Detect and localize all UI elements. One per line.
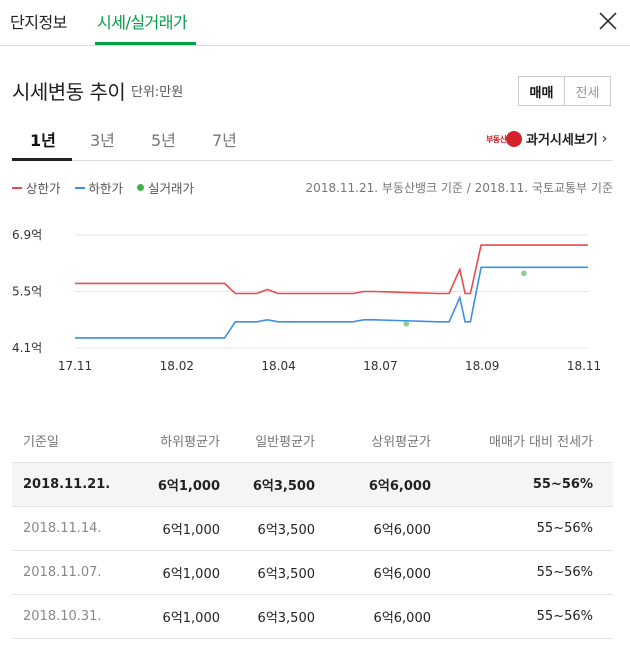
period-tab-7y[interactable]: 7년	[212, 131, 237, 150]
y-tick-label: 6.9억	[12, 228, 42, 242]
past-price-label: 과거시세보기	[526, 133, 598, 148]
section-title: 시세변동 추이	[12, 80, 126, 104]
divider	[12, 160, 613, 161]
unit-label: 단위:만원	[131, 85, 184, 100]
legend-actual: 실거래가	[137, 178, 194, 197]
period-tab-3y[interactable]: 3년	[90, 131, 115, 150]
cell-date: 2018.11.14.	[23, 521, 102, 536]
x-tick-label: 18.09	[465, 359, 499, 373]
tab-complex-info[interactable]: 단지정보	[10, 13, 67, 32]
price-table: 기준일 하위평균가 일반평균가 상위평균가 매매가 대비 전세가 2018.11…	[12, 418, 613, 639]
table-row: 2018.11.21. 6억1,000 6억3,500 6억6,000 55~5…	[12, 463, 613, 507]
cell-jeonse-ratio: 55~56%	[536, 521, 593, 536]
legend-upper: 상한가	[12, 178, 61, 197]
close-button[interactable]	[597, 10, 619, 32]
toggle-jeonse[interactable]: 전세	[575, 85, 600, 101]
active-tab-indicator	[95, 42, 196, 45]
chevron-right-icon: ›	[601, 130, 608, 147]
trade-type-toggle: 매매 전세	[518, 76, 611, 106]
top-tab-bar: 단지정보 시세/실거래가	[0, 0, 630, 46]
past-price-link[interactable]: 부동산뱅크 과거시세보기 ›	[486, 129, 607, 148]
tab-price-trade[interactable]: 시세/실거래가	[97, 13, 188, 32]
cell-high-avg: 6억6,000	[368, 479, 431, 494]
cell-date: 2018.11.07.	[23, 565, 102, 580]
cell-jeonse-ratio: 55~56%	[536, 609, 593, 624]
legend-lower: 하한가	[74, 178, 123, 197]
cell-low-avg: 6억1,000	[162, 523, 220, 538]
cell-date: 2018.10.31.	[23, 609, 102, 624]
chart-legend: 상한가 하한가 실거래가	[12, 178, 208, 197]
toggle-sale[interactable]: 매매	[519, 77, 565, 105]
close-icon	[599, 12, 617, 30]
header-jeonse-ratio: 매매가 대비 전세가	[489, 434, 593, 450]
cell-high-avg: 6억6,000	[373, 567, 431, 582]
cell-mid-avg: 6억3,500	[257, 611, 315, 626]
y-tick-label: 5.5억	[12, 285, 42, 299]
x-tick-label: 18.11	[567, 359, 601, 373]
header-low-avg: 하위평균가	[160, 434, 220, 450]
price-chart-svg: 6.9억 5.5억 4.1억 17.11 18.02 18.04 18.07 18.09 18.…	[12, 228, 601, 373]
budongsan-bank-logo: 부동산뱅크	[486, 130, 522, 147]
source-note: 2018.11.21. 부동산뱅크 기준 / 2018.11. 국토교통부 기준	[305, 181, 613, 195]
upper-price-line	[75, 244, 588, 295]
lower-price-line	[75, 266, 588, 339]
cell-high-avg: 6억6,000	[373, 523, 431, 538]
cell-low-avg: 6억1,000	[157, 479, 220, 494]
y-tick-label: 4.1억	[12, 341, 42, 355]
actual-trade-point	[403, 320, 410, 327]
cell-high-avg: 6억6,000	[373, 611, 431, 626]
period-tab-5y[interactable]: 5년	[151, 131, 176, 150]
header-high-avg: 상위평균가	[371, 434, 431, 450]
active-period-indicator	[12, 158, 72, 161]
cell-jeonse-ratio: 55~56%	[536, 565, 593, 580]
x-tick-label: 18.04	[261, 359, 295, 373]
table-row: 2018.11.14. 6억1,000 6억3,500 6억6,000 55~5…	[12, 507, 613, 551]
cell-mid-avg: 6억3,500	[257, 567, 315, 582]
upper-line-icon	[12, 186, 22, 189]
table-row: 2018.11.07. 6억1,000 6억3,500 6억6,000 55~5…	[12, 551, 613, 595]
period-tabs: 1년 3년 5년 7년	[0, 118, 630, 162]
cell-mid-avg: 6억3,500	[257, 523, 315, 538]
table-row: 2018.10.31. 6억1,000 6억3,500 6억6,000 55~5…	[12, 595, 613, 639]
period-tab-1y[interactable]: 1년	[30, 131, 56, 150]
cell-date: 2018.11.21.	[23, 477, 111, 492]
x-tick-label: 18.02	[160, 359, 194, 373]
actual-dot-icon	[137, 184, 145, 191]
cell-low-avg: 6억1,000	[162, 567, 220, 582]
cell-low-avg: 6억1,000	[162, 611, 220, 626]
header-mid-avg: 일반평균가	[255, 434, 315, 450]
actual-trade-point	[521, 270, 527, 277]
x-tick-label: 17.11	[58, 359, 92, 373]
cell-jeonse-ratio: 55~56%	[532, 477, 593, 492]
cell-mid-avg: 6억3,500	[252, 479, 315, 494]
price-chart: 6.9억 5.5억 4.1억 17.11 18.02 18.04 18.07 18.09 18.…	[0, 210, 630, 380]
header-date: 기준일	[23, 434, 59, 450]
table-header: 기준일 하위평균가 일반평균가 상위평균가 매매가 대비 전세가	[12, 418, 613, 463]
lower-line-icon	[74, 186, 85, 189]
x-tick-label: 18.07	[363, 359, 397, 373]
